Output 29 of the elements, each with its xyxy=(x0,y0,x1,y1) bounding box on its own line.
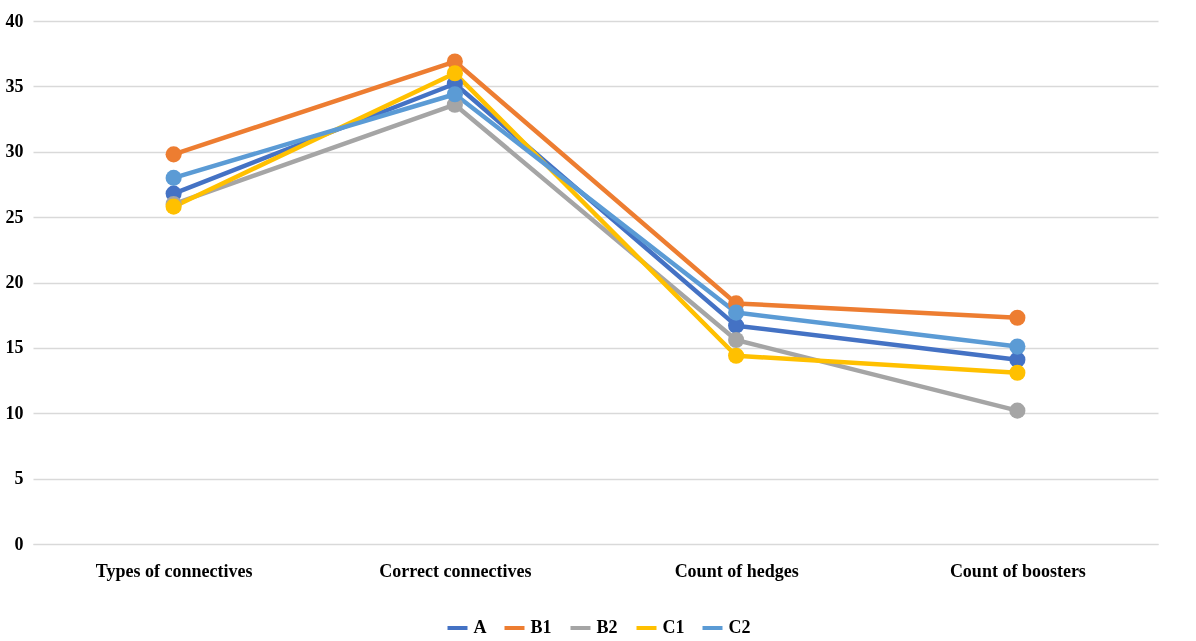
y-tick-label: 30 xyxy=(5,141,24,162)
legend-label: A xyxy=(473,617,487,637)
y-tick-label: 10 xyxy=(5,402,24,423)
legend-label: B2 xyxy=(596,617,618,637)
x-tick-label: Types of connectives xyxy=(95,560,253,581)
point xyxy=(1009,338,1026,355)
x-tick-label: Count of hedges xyxy=(674,560,799,581)
y-tick-label: 20 xyxy=(5,272,24,292)
y-tick-label: 5 xyxy=(14,468,24,489)
y-tick-label: 15 xyxy=(5,337,24,358)
point xyxy=(1009,364,1026,381)
point xyxy=(728,304,745,321)
point xyxy=(165,169,182,186)
legend-label: C2 xyxy=(728,617,751,637)
point xyxy=(1009,309,1026,326)
point xyxy=(446,86,463,103)
y-tick-label: 40 xyxy=(5,10,24,31)
x-tick-label: Correct connectives xyxy=(379,560,532,581)
point xyxy=(728,331,745,349)
x-tick-label: Count of boosters xyxy=(949,560,1086,581)
y-tick-label: 35 xyxy=(5,75,24,96)
point xyxy=(446,65,463,82)
legend-label: B1 xyxy=(530,617,552,637)
point xyxy=(1009,402,1026,419)
y-tick-label: 0 xyxy=(14,533,24,554)
legend-label: C1 xyxy=(662,617,685,637)
y-tick-label: 25 xyxy=(5,206,24,227)
point xyxy=(728,347,745,364)
point xyxy=(165,146,182,163)
